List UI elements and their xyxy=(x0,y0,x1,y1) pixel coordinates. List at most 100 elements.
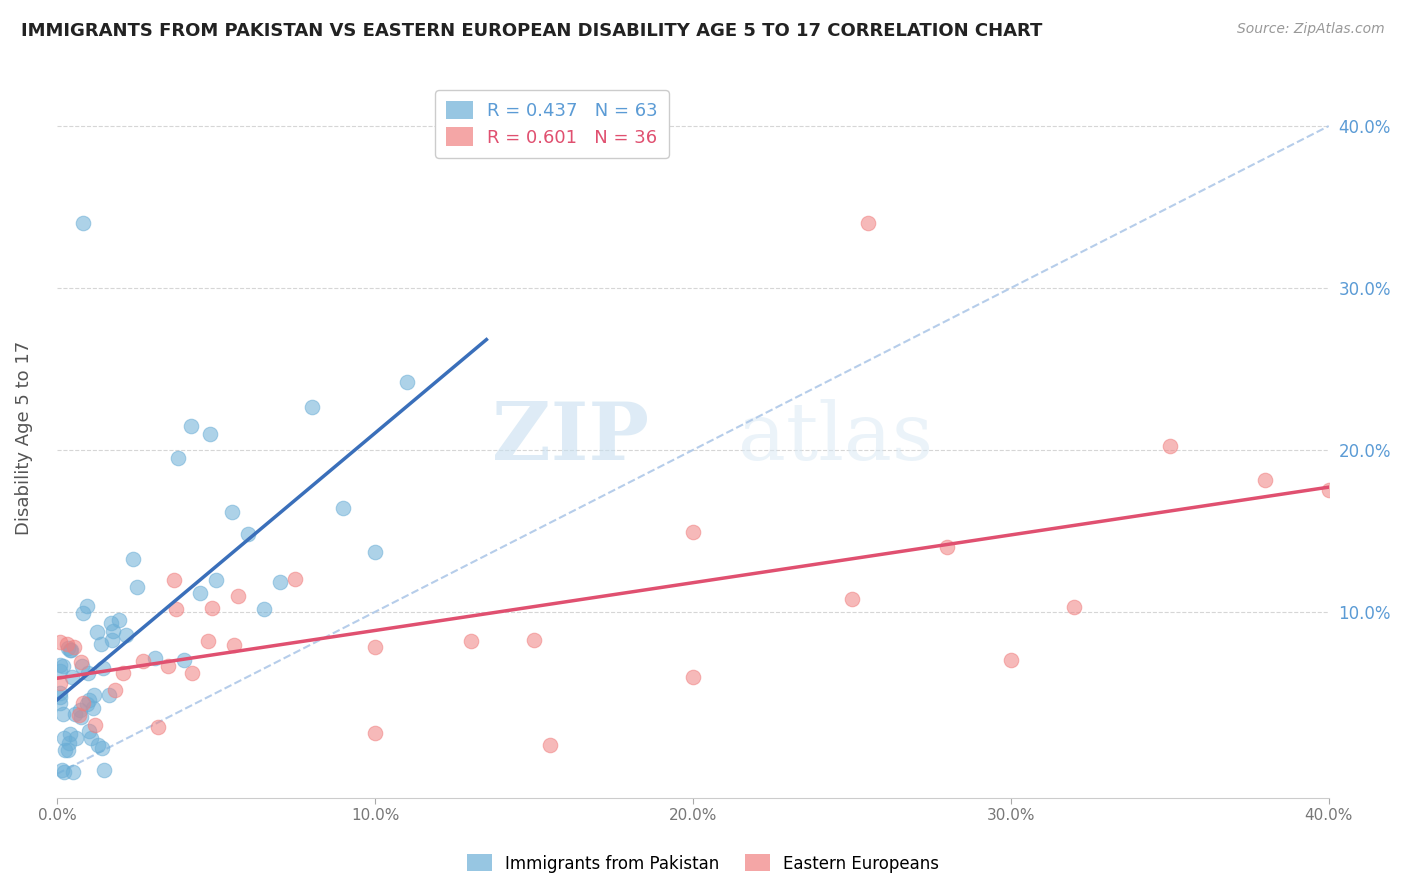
Point xyxy=(228,589,250,603)
Point xyxy=(49,635,72,649)
Point xyxy=(1159,439,1181,453)
Point xyxy=(55,743,77,757)
Point xyxy=(93,763,115,777)
Point xyxy=(1063,600,1085,615)
Point xyxy=(180,418,202,433)
Text: ZIP: ZIP xyxy=(492,399,648,476)
Point xyxy=(205,573,228,587)
Point xyxy=(90,637,112,651)
Point xyxy=(523,632,546,647)
Point xyxy=(52,707,75,722)
Point xyxy=(70,658,93,673)
Point xyxy=(91,741,114,756)
Point xyxy=(236,527,259,541)
Point xyxy=(156,659,179,673)
Point xyxy=(52,659,75,673)
Point xyxy=(146,720,169,734)
Point xyxy=(125,580,148,594)
Point xyxy=(49,690,72,704)
Point xyxy=(197,633,219,648)
Point xyxy=(395,376,418,390)
Point xyxy=(103,624,125,638)
Point xyxy=(80,731,103,745)
Point xyxy=(69,710,91,724)
Point xyxy=(1317,483,1340,497)
Point xyxy=(936,540,959,554)
Point xyxy=(173,653,195,667)
Text: Source: ZipAtlas.com: Source: ZipAtlas.com xyxy=(1237,22,1385,37)
Legend: Immigrants from Pakistan, Eastern Europeans: Immigrants from Pakistan, Eastern Europe… xyxy=(460,847,946,880)
Point xyxy=(460,634,482,648)
Point xyxy=(76,697,98,711)
Point xyxy=(91,661,114,675)
Legend: R = 0.437   N = 63, R = 0.601   N = 36: R = 0.437 N = 63, R = 0.601 N = 36 xyxy=(434,90,669,158)
Point xyxy=(841,592,863,607)
Point xyxy=(58,727,80,741)
Point xyxy=(77,693,100,707)
Point xyxy=(114,627,136,641)
Point xyxy=(65,706,87,721)
Point xyxy=(1000,653,1022,667)
Point xyxy=(201,600,224,615)
Point xyxy=(682,670,704,684)
Point xyxy=(100,632,122,647)
Point xyxy=(100,616,122,631)
Point xyxy=(58,743,80,757)
Point xyxy=(77,666,100,681)
Point xyxy=(65,731,87,745)
Point xyxy=(98,688,121,702)
Point xyxy=(188,586,211,600)
Point xyxy=(49,686,72,700)
Point xyxy=(49,675,72,690)
Point xyxy=(269,574,291,589)
Point xyxy=(253,602,276,616)
Point xyxy=(1254,474,1277,488)
Point xyxy=(49,664,72,678)
Point xyxy=(60,670,83,684)
Y-axis label: Disability Age 5 to 17: Disability Age 5 to 17 xyxy=(15,341,32,535)
Point xyxy=(163,574,186,588)
Point xyxy=(72,696,94,710)
Point xyxy=(58,736,80,750)
Point xyxy=(538,738,561,752)
Point xyxy=(76,599,98,614)
Point xyxy=(104,683,127,698)
Point xyxy=(284,573,307,587)
Point xyxy=(60,643,83,657)
Point xyxy=(56,636,79,650)
Point xyxy=(86,625,108,640)
Point xyxy=(82,701,104,715)
Point xyxy=(49,658,72,673)
Point xyxy=(111,665,134,680)
Point xyxy=(62,764,84,779)
Point xyxy=(856,216,879,230)
Point xyxy=(83,688,105,702)
Point xyxy=(77,724,100,739)
Point xyxy=(198,426,221,441)
Point xyxy=(364,726,387,740)
Point xyxy=(51,763,73,777)
Point xyxy=(49,696,72,710)
Point xyxy=(69,655,91,669)
Point xyxy=(301,401,323,415)
Point xyxy=(364,545,387,559)
Point xyxy=(72,606,94,620)
Point xyxy=(67,708,90,723)
Point xyxy=(53,765,76,780)
Point xyxy=(167,450,190,465)
Text: atlas: atlas xyxy=(738,399,932,476)
Point xyxy=(58,640,80,655)
Point xyxy=(53,731,76,745)
Point xyxy=(108,613,131,627)
Point xyxy=(63,640,86,654)
Point xyxy=(222,638,245,652)
Point xyxy=(72,216,94,230)
Point xyxy=(364,640,387,654)
Point xyxy=(682,524,704,539)
Text: IMMIGRANTS FROM PAKISTAN VS EASTERN EUROPEAN DISABILITY AGE 5 TO 17 CORRELATION : IMMIGRANTS FROM PAKISTAN VS EASTERN EURO… xyxy=(21,22,1042,40)
Point xyxy=(84,718,107,732)
Point xyxy=(143,651,166,665)
Point xyxy=(87,739,110,753)
Point xyxy=(332,501,354,516)
Point xyxy=(131,654,153,668)
